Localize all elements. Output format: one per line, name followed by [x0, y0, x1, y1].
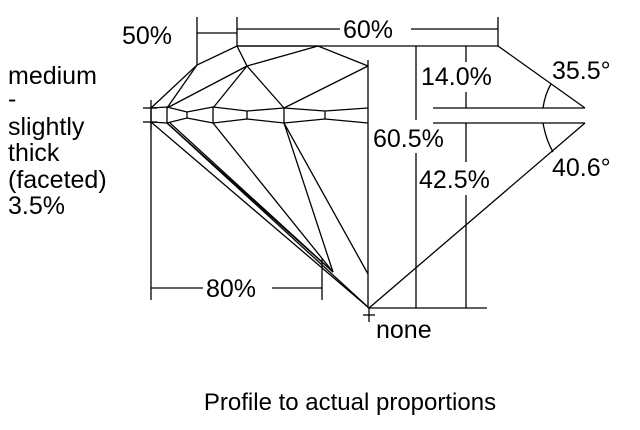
pavilion-facet [169, 122, 334, 273]
pavilion-angle-arc [542, 122, 554, 153]
crown-facet [236, 45, 248, 67]
label-60: 60% [343, 16, 393, 44]
pavilion-facet [150, 121, 370, 309]
girdle-label-line: slightly [8, 113, 85, 141]
girdle-label-line: - [8, 85, 16, 113]
dimension-lines [150, 17, 586, 309]
label-crown-height: 14.0% [421, 63, 492, 91]
girdle-label-line: 3.5% [8, 192, 65, 220]
label-total-depth: 60.5% [373, 125, 444, 153]
girdle-label-line: (faceted) [8, 166, 107, 194]
crown-facet [212, 65, 248, 109]
pavilion-facet [283, 122, 334, 273]
label-crown-angle: 35.5° [552, 57, 611, 85]
pavilion-facet [212, 122, 334, 273]
crown-facet [246, 65, 285, 109]
pavilion-facet [283, 122, 369, 275]
girdle-bottom [150, 117, 369, 124]
label-pavilion-depth: 42.5% [419, 166, 490, 194]
girdle-label-line: medium [8, 62, 97, 90]
label-pavilion-angle: 40.6° [552, 154, 611, 182]
girdle-label-line: thick [8, 139, 60, 167]
crown-angle-arc [542, 83, 552, 109]
crown-facet [166, 65, 248, 109]
label-50: 50% [122, 22, 172, 50]
crown-facet [283, 65, 369, 109]
label-culet: none [376, 316, 432, 344]
crown-facet [166, 64, 198, 109]
crown-facet [246, 45, 319, 67]
labels: 50% 60% 14.0% 35.5° 60.5% 42.5% 40.6° 80… [8, 16, 611, 416]
diamond-profile [143, 45, 375, 322]
girdle-top [150, 106, 369, 113]
label-lower-half: 80% [206, 275, 256, 303]
caption: Profile to actual proportions [204, 389, 496, 416]
